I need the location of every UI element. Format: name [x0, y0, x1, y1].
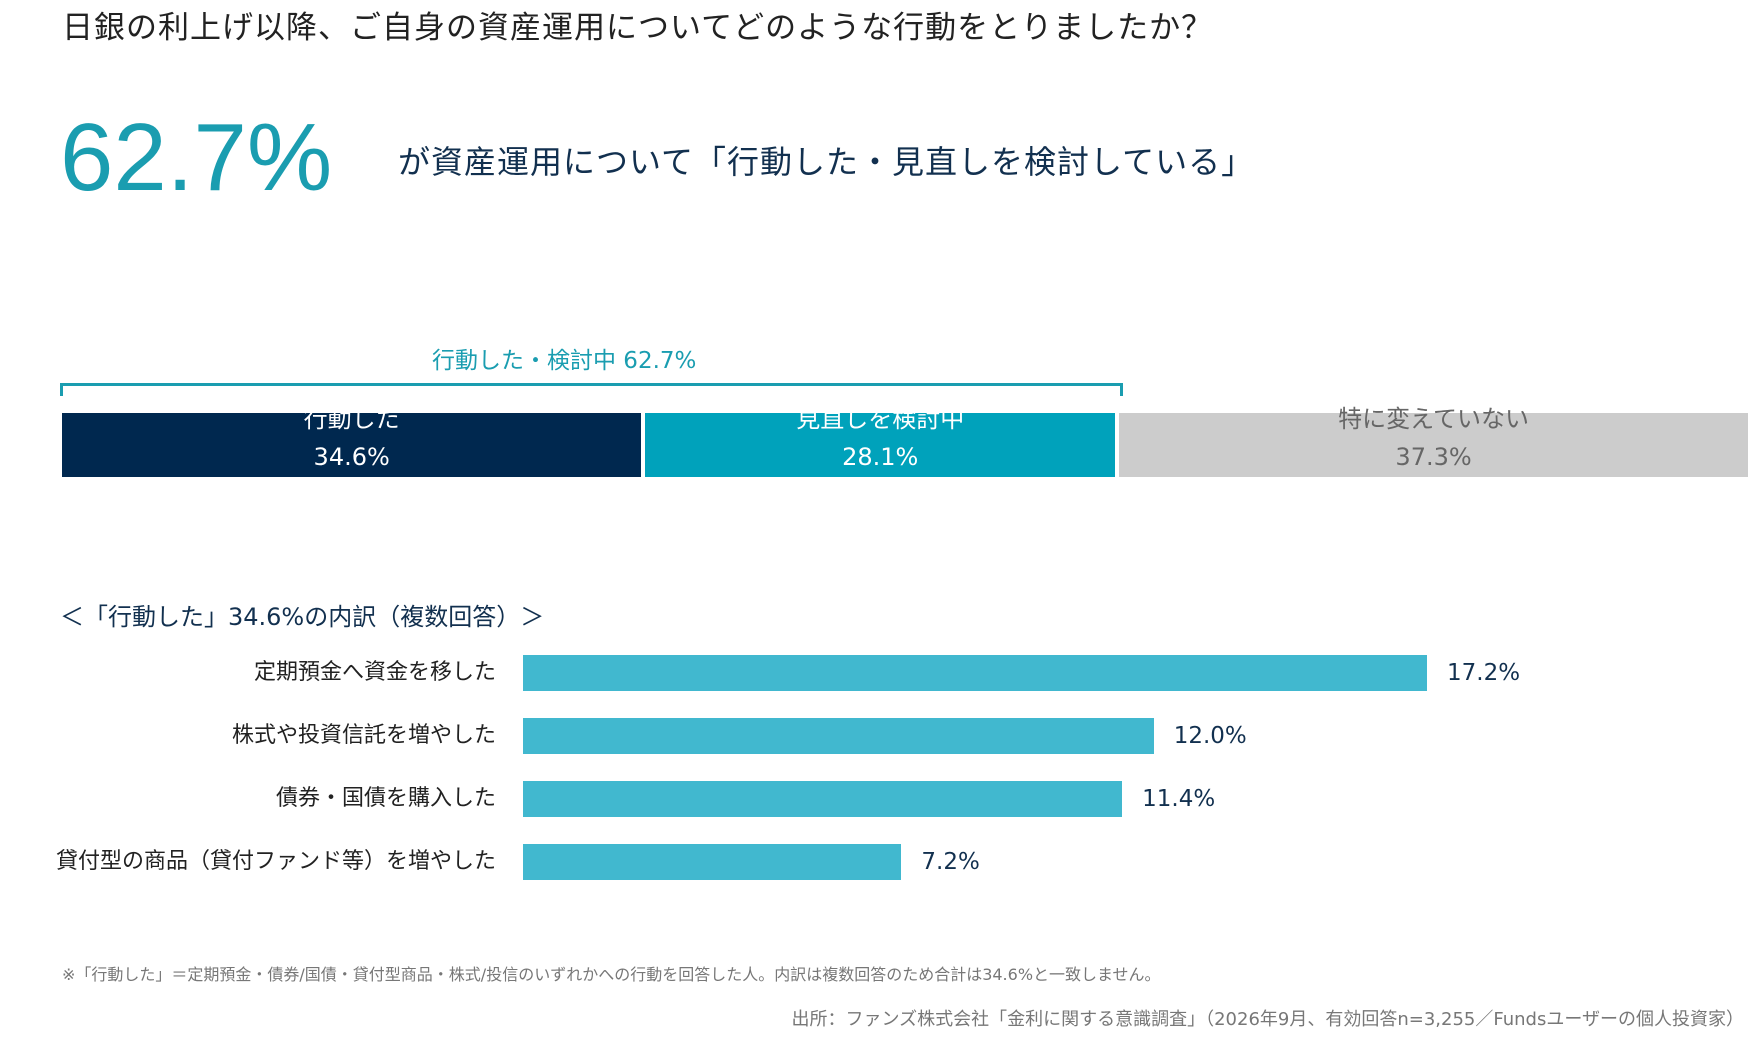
bar-value-label: 7.2% — [921, 849, 980, 875]
bar-1 — [523, 655, 1427, 691]
bar-value-label: 17.2% — [1447, 660, 1521, 686]
bar-category-label: 株式や投資信託を増やした — [231, 723, 496, 748]
stack-segment-label: 特に変えていない — [1338, 405, 1529, 433]
stack-segment-3: 特に変えていない 37.3% — [1119, 405, 1748, 477]
stack-segment-value: 28.1% — [842, 443, 919, 471]
stack-segment-2: 見直しを検討中 28.1% — [645, 405, 1116, 477]
bar-category-label: 定期預金へ資金を移した — [253, 660, 496, 685]
stack-segment-1: 行動した 34.6% — [62, 405, 642, 477]
stack-segment-value: 37.3% — [1395, 443, 1472, 471]
bar-3 — [523, 781, 1123, 817]
question-title: 日銀の利上げ以降、ご自身の資産運用についてどのような行動をとりましたか？ — [62, 10, 1214, 46]
stack-segment-label: 行動した — [303, 405, 400, 433]
stack-segment-value: 34.6% — [313, 443, 390, 471]
bar-category-label: 債券・国債を購入した — [275, 786, 496, 811]
bracket-label: 行動した・検討中 62.7% — [432, 348, 697, 374]
bar-category-label: 貸付型の商品（貸付ファンド等）を増やした — [55, 849, 496, 874]
stack-segment-label: 見直しを検討中 — [796, 405, 965, 433]
headline-text: が資産運用について「行動した・見直しを検討している」 — [398, 143, 1255, 181]
headline-percent: 62.7% — [60, 104, 333, 211]
bar-4 — [523, 844, 902, 880]
breakdown-title: ＜「行動した」34.6%の内訳（複数回答）＞ — [60, 603, 545, 631]
bar-value-label: 12.0% — [1173, 723, 1247, 749]
footnote: ※「行動した」＝定期預金・債券/国債・貸付型商品・株式/投信のいずれかへの行動を… — [62, 965, 1161, 984]
source-note: 出所：ファンズ株式会社「金利に関する意識調査」（2026年9月、有効回答n=3,… — [791, 1009, 1744, 1030]
bar-value-label: 11.4% — [1142, 786, 1216, 812]
bar-2 — [523, 718, 1154, 754]
bracket-line — [60, 383, 1123, 396]
